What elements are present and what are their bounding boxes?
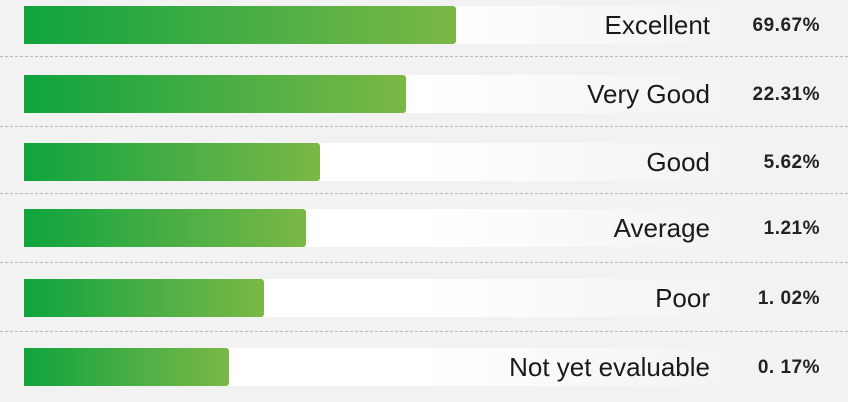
row-divider bbox=[0, 126, 848, 127]
bar-very-good bbox=[24, 75, 406, 113]
bar-track bbox=[24, 348, 746, 386]
value-label: 1. 02% bbox=[757, 288, 820, 309]
category-label: Not yet evaluable bbox=[509, 352, 710, 382]
row-divider bbox=[0, 331, 848, 332]
category-label: Average bbox=[613, 213, 710, 243]
bar-track bbox=[24, 209, 746, 247]
bar-poor bbox=[24, 279, 264, 317]
bar-excellent bbox=[24, 6, 456, 44]
bar-track bbox=[24, 6, 746, 44]
value-label: 22.31% bbox=[752, 84, 820, 105]
bar-row: Very Good 22.31% bbox=[0, 71, 848, 129]
category-label: Very Good bbox=[587, 79, 710, 109]
bar-average bbox=[24, 209, 306, 247]
bar-track bbox=[24, 143, 746, 181]
category-label: Excellent bbox=[604, 10, 711, 40]
bar-track bbox=[24, 75, 746, 113]
bar-row: Poor 1. 02% bbox=[0, 275, 848, 333]
value-label: 5.62% bbox=[763, 152, 820, 173]
value-label: 0. 17% bbox=[757, 357, 820, 378]
bar-row: Average 1.21% bbox=[0, 205, 848, 263]
value-label: 69.67% bbox=[752, 15, 820, 36]
bar-row: Not yet evaluable 0. 17% bbox=[0, 344, 848, 402]
value-label: 1.21% bbox=[763, 218, 820, 239]
bar-row: Excellent 69.67% bbox=[0, 2, 848, 60]
rating-bar-chart: Excellent 69.67% Very Good 22.31% Good 5.62% A… bbox=[0, 2, 848, 386]
bar-good bbox=[24, 143, 320, 181]
row-divider bbox=[0, 56, 848, 57]
row-divider bbox=[0, 193, 848, 194]
row-divider bbox=[0, 262, 848, 263]
bar-row: Good 5.62% bbox=[0, 139, 848, 197]
bar-track bbox=[24, 279, 746, 317]
category-label: Good bbox=[646, 147, 710, 177]
bar-not-yet-evaluable bbox=[24, 348, 229, 386]
category-label: Poor bbox=[655, 283, 710, 313]
